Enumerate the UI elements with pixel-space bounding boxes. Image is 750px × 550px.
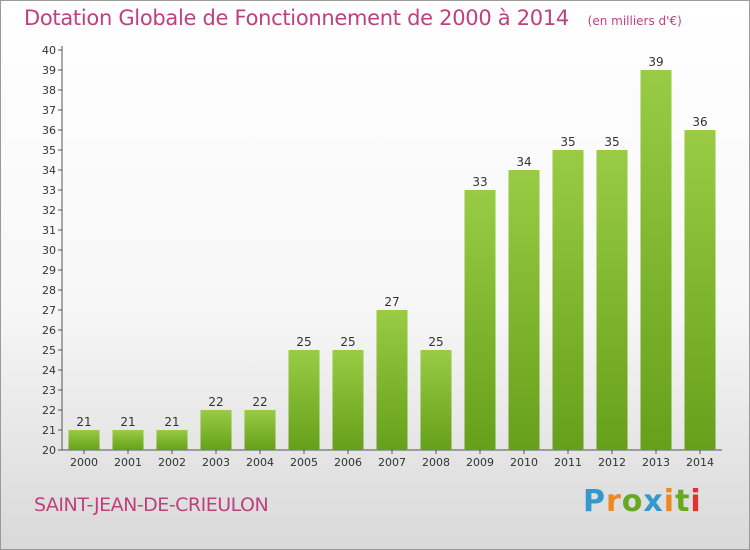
bar xyxy=(684,130,716,450)
chart-title-text: Dotation Globale de Fonctionnement de 20… xyxy=(24,6,569,30)
y-tick-label: 25 xyxy=(42,344,56,357)
bar-value-label: 33 xyxy=(472,175,487,189)
y-tick-label: 20 xyxy=(42,444,56,457)
x-tick-label: 2004 xyxy=(246,456,274,469)
bar-value-label: 39 xyxy=(648,55,663,69)
bar xyxy=(244,410,276,450)
x-tick-label: 2014 xyxy=(686,456,714,469)
bar-value-label: 27 xyxy=(384,295,399,309)
bar-value-label: 25 xyxy=(428,335,443,349)
bar xyxy=(376,310,408,450)
bar xyxy=(508,170,540,450)
y-tick-label: 28 xyxy=(42,284,56,297)
x-tick-label: 2007 xyxy=(378,456,406,469)
x-tick-label: 2008 xyxy=(422,456,450,469)
x-tick-label: 2002 xyxy=(158,456,186,469)
bar-value-label: 35 xyxy=(560,135,575,149)
bar xyxy=(420,350,452,450)
bar-value-label: 34 xyxy=(516,155,531,169)
y-tick-label: 39 xyxy=(42,64,56,77)
x-tick-label: 2010 xyxy=(510,456,538,469)
proxiti-logo: Proxiti xyxy=(583,484,702,519)
y-tick-label: 23 xyxy=(42,384,56,397)
y-tick-label: 32 xyxy=(42,204,56,217)
bar-value-label: 25 xyxy=(340,335,355,349)
x-tick-label: 2003 xyxy=(202,456,230,469)
y-tick-label: 29 xyxy=(42,264,56,277)
commune-name: SAINT-JEAN-DE-CRIEULON xyxy=(34,494,269,516)
logo-letter: P xyxy=(583,484,606,519)
logo-letter: t xyxy=(675,484,691,519)
logo-letter: i xyxy=(690,484,702,519)
bar xyxy=(200,410,232,450)
bar-value-label: 25 xyxy=(296,335,311,349)
bar xyxy=(640,70,672,450)
bar-value-label: 21 xyxy=(120,415,135,429)
y-tick-label: 35 xyxy=(42,144,56,157)
y-tick-label: 30 xyxy=(42,244,56,257)
x-tick-label: 2011 xyxy=(554,456,582,469)
bar xyxy=(68,430,100,450)
bar xyxy=(552,150,584,450)
chart-subtitle: (en milliers d'€) xyxy=(587,14,682,28)
logo-letter: x xyxy=(643,484,664,519)
bar xyxy=(596,150,628,450)
y-tick-label: 34 xyxy=(42,164,56,177)
y-tick-label: 26 xyxy=(42,324,56,337)
bar xyxy=(288,350,320,450)
x-tick-label: 2000 xyxy=(70,456,98,469)
bar-value-label: 36 xyxy=(692,115,707,129)
bar xyxy=(112,430,144,450)
y-tick-label: 27 xyxy=(42,304,56,317)
bar xyxy=(156,430,188,450)
x-tick-label: 2001 xyxy=(114,456,142,469)
bar xyxy=(332,350,364,450)
logo-letter: r xyxy=(606,484,622,519)
x-tick-label: 2005 xyxy=(290,456,318,469)
y-tick-label: 37 xyxy=(42,104,56,117)
x-tick-label: 2009 xyxy=(466,456,494,469)
y-tick-label: 31 xyxy=(42,224,56,237)
bar xyxy=(464,190,496,450)
y-tick-label: 36 xyxy=(42,124,56,137)
x-tick-label: 2013 xyxy=(642,456,670,469)
x-tick-label: 2012 xyxy=(598,456,626,469)
bar-value-label: 22 xyxy=(208,395,223,409)
bar-value-label: 21 xyxy=(164,415,179,429)
logo-letter: o xyxy=(621,484,644,519)
y-tick-label: 22 xyxy=(42,404,56,417)
bar-value-label: 35 xyxy=(604,135,619,149)
y-tick-label: 33 xyxy=(42,184,56,197)
x-tick-label: 2006 xyxy=(334,456,362,469)
logo-letter: i xyxy=(663,484,676,519)
chart-title: Dotation Globale de Fonctionnement de 20… xyxy=(24,6,682,30)
y-tick-label: 24 xyxy=(42,364,56,377)
bar-value-label: 22 xyxy=(252,395,267,409)
y-tick-label: 21 xyxy=(42,424,56,437)
bar-value-label: 21 xyxy=(76,415,91,429)
y-tick-label: 38 xyxy=(42,84,56,97)
y-tick-label: 40 xyxy=(42,44,56,57)
